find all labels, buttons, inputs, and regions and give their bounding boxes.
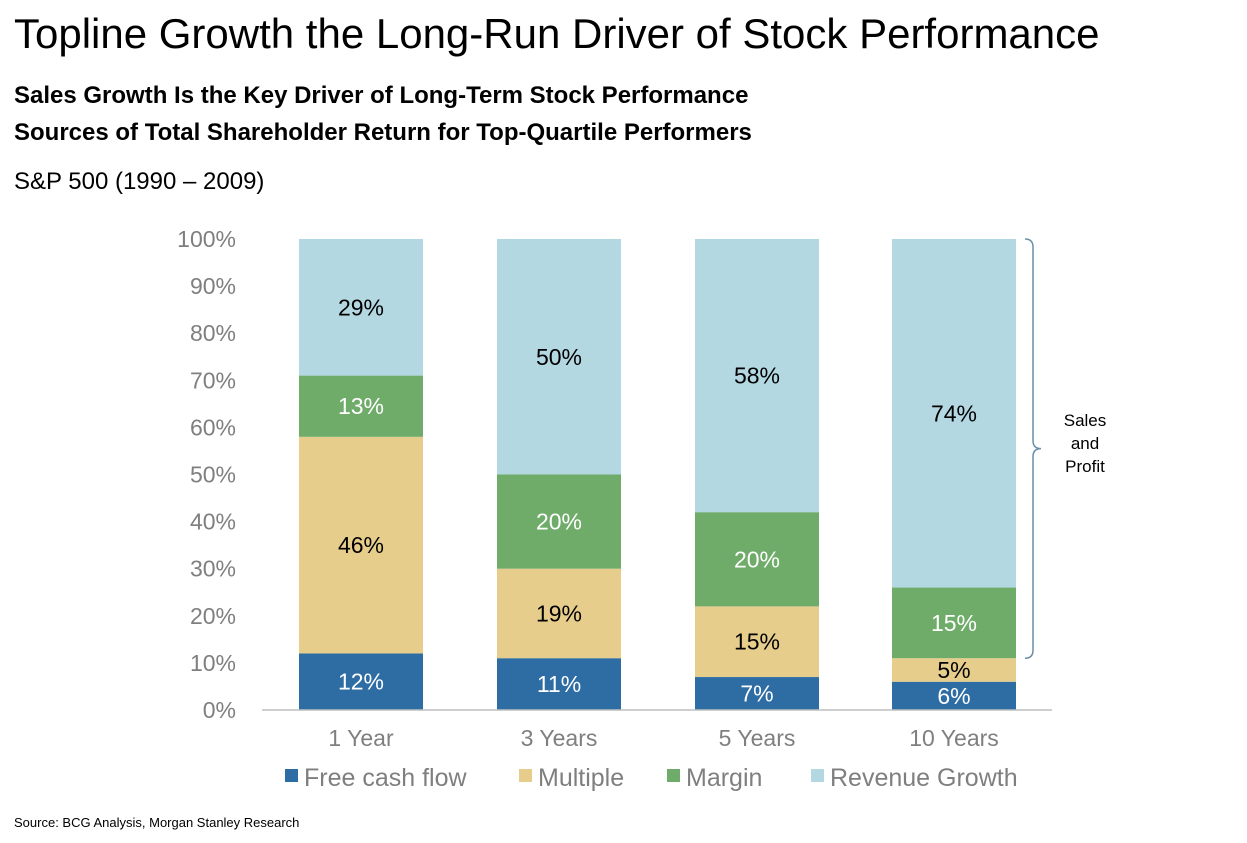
bar-segment [892,658,1016,682]
y-tick-label: 100% [177,226,236,252]
data-label: 20% [536,509,582,535]
legend-swatch [811,769,824,782]
page-title: Topline Growth the Long-Run Driver of St… [14,10,1100,57]
bracket-annotation-label: and [1071,434,1099,453]
bar-segment [299,375,423,437]
data-label: 5% [937,657,970,683]
data-label: 50% [536,344,582,370]
bracket-annotation [1024,238,1042,659]
y-tick-label: 30% [190,556,236,582]
data-label: 46% [338,532,384,558]
x-tick-label: 1 Year [328,725,394,751]
y-tick-label: 90% [190,273,236,299]
data-label: 29% [338,294,384,320]
data-label: 6% [937,683,970,709]
bar-segment [299,239,423,376]
data-label: 11% [537,671,581,697]
x-tick-label: 10 Years [909,725,999,751]
y-tick-label: 20% [190,603,236,629]
legend-label: Margin [686,764,762,792]
data-label: 12% [338,669,384,695]
bar-segment [695,677,819,710]
y-tick-label: 50% [190,462,236,488]
bar-segment [892,681,1016,710]
y-tick-label: 60% [190,414,236,440]
legend-label: Multiple [538,764,624,792]
data-label: 20% [734,546,780,572]
bar-segment [497,568,621,659]
legend-swatch [285,769,298,782]
bar-segment [299,436,423,654]
y-tick-label: 0% [203,697,236,723]
legend-swatch [519,769,532,782]
data-label: 58% [734,363,780,389]
legend-label: Free cash flow [304,764,468,792]
data-label: 7% [740,681,773,707]
bracket-annotation-label: Sales [1064,411,1107,430]
chart-subtitle: Sales Growth Is the Key Driver of Long-T… [14,82,749,109]
bar-segment [695,512,819,607]
chart-subtitle-secondary: Sources of Total Shareholder Return for … [14,119,752,146]
bar-segment [497,658,621,710]
bar-segment [497,239,621,475]
data-label: 15% [931,610,977,636]
source-note: Source: BCG Analysis, Morgan Stanley Res… [14,815,300,830]
y-tick-label: 10% [190,650,236,676]
bar-segment [299,653,423,710]
data-label: 15% [734,629,780,655]
y-tick-label: 70% [190,367,236,393]
data-label: 19% [536,600,582,626]
x-tick-label: 3 Years [521,725,598,751]
bar-segment [695,606,819,678]
y-tick-label: 40% [190,509,236,535]
bracket-annotation-label: Profit [1065,457,1105,476]
bar-segment [892,587,1016,659]
data-label: 74% [931,400,977,426]
bar-segment [892,239,1016,588]
bar-segment [695,239,819,513]
chart-context-label: S&P 500 (1990 – 2009) [14,168,265,195]
y-tick-label: 80% [190,320,236,346]
bar-segment [497,474,621,569]
x-tick-label: 5 Years [719,725,796,751]
legend-swatch [667,769,680,782]
data-label: 13% [338,393,384,419]
legend-label: Revenue Growth [830,764,1018,792]
